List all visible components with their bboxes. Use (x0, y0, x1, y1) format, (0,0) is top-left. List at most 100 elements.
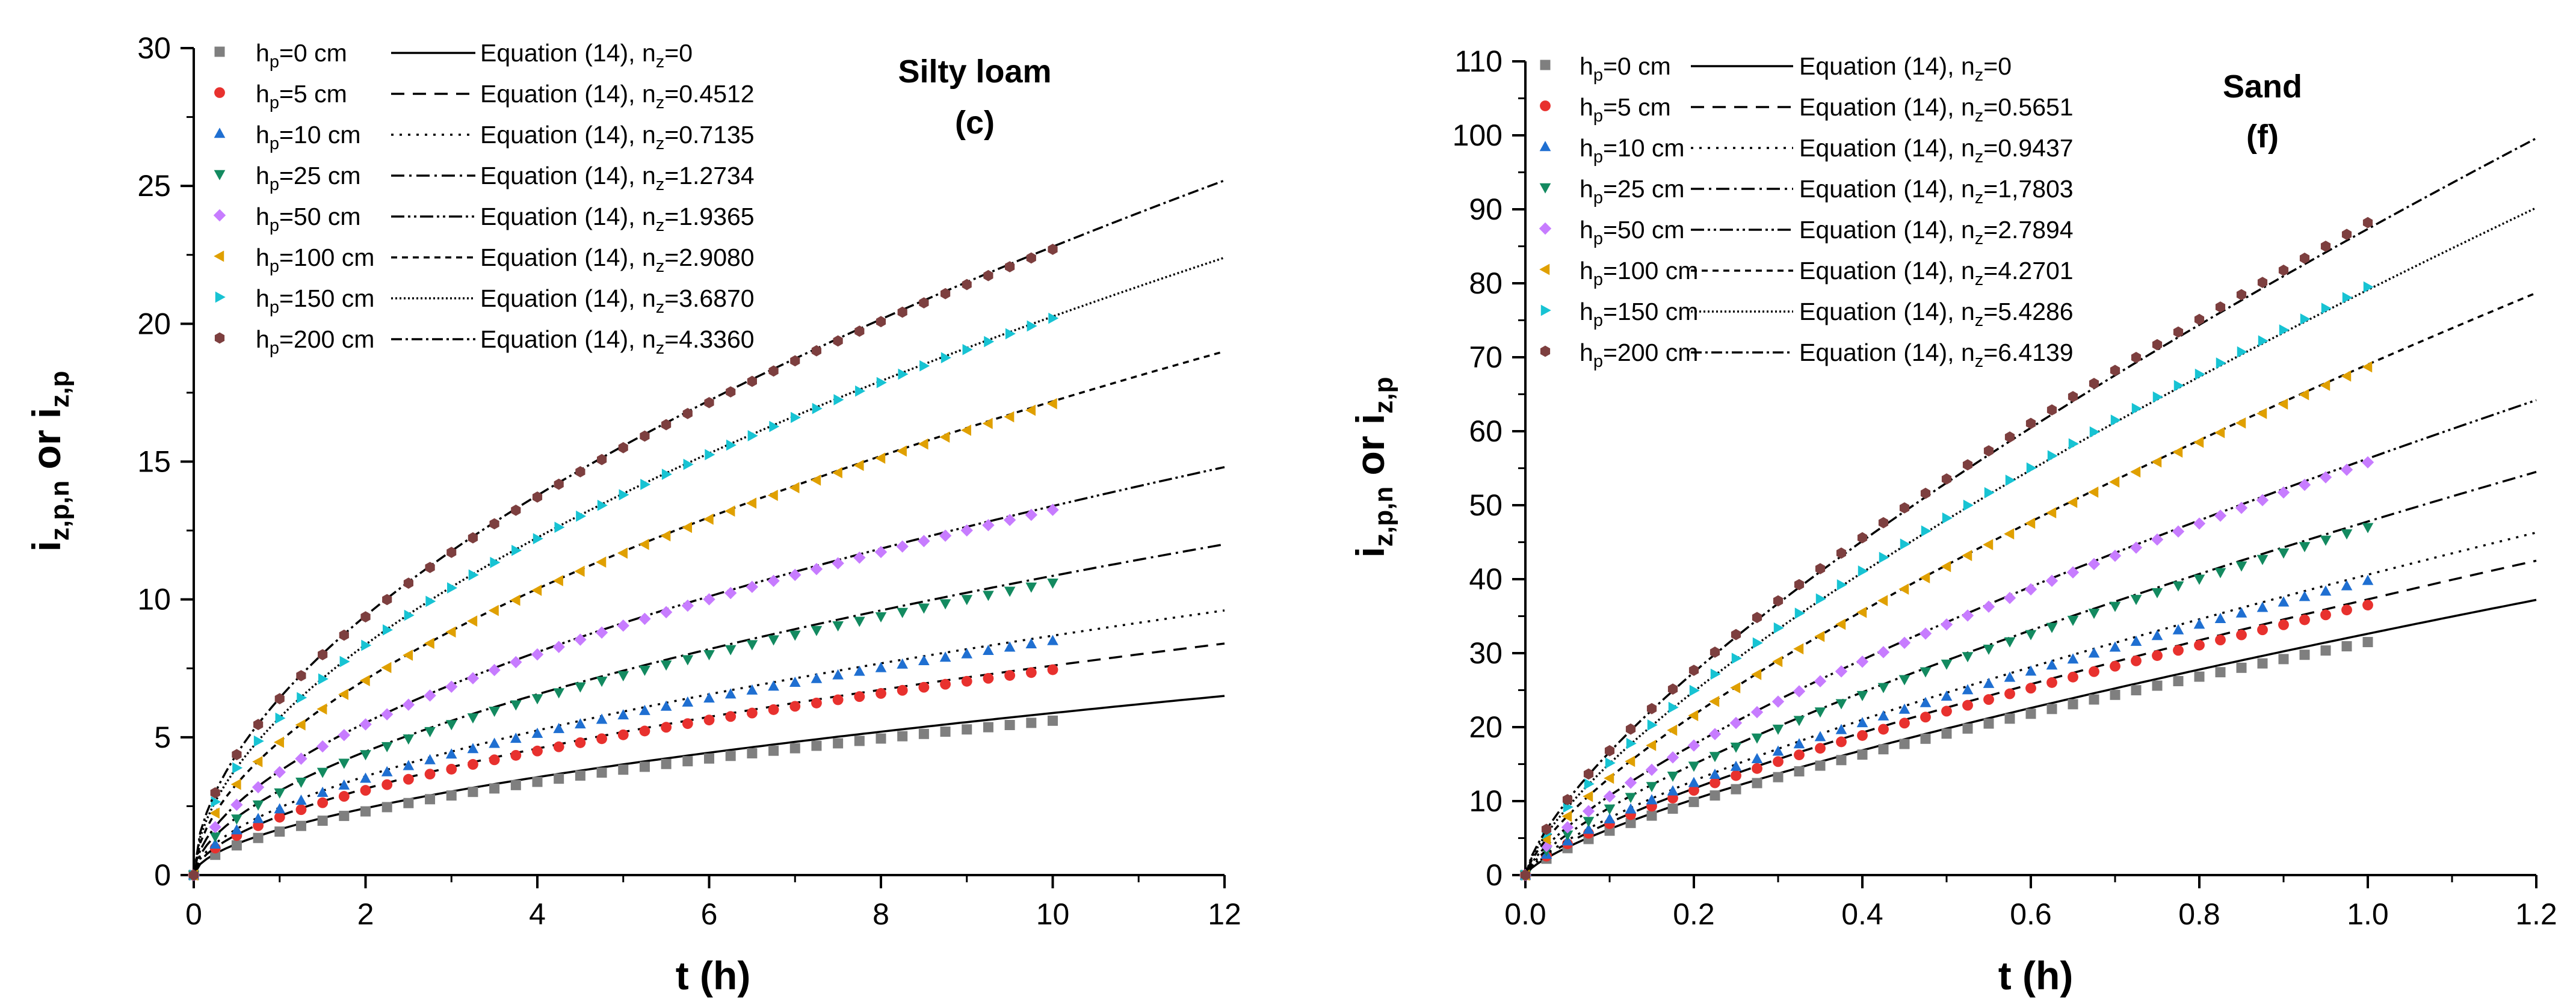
data-point-series-3 (2046, 622, 2058, 633)
data-point-series-5 (359, 675, 370, 686)
data-point-series-5 (2362, 361, 2373, 373)
data-point-series-6 (576, 510, 587, 522)
x-tick-label: 0 (185, 897, 202, 931)
data-point-series-1 (897, 684, 908, 696)
data-point-series-3 (2067, 615, 2079, 626)
data-point-series-4 (1814, 675, 1827, 687)
data-point-series-0 (618, 764, 629, 775)
data-point-series-1 (1731, 770, 1741, 781)
legend-label-5: hp=100 cm (1580, 257, 1698, 289)
data-point-series-3 (2172, 581, 2184, 592)
data-point-series-7 (1899, 502, 1910, 514)
data-point-series-5 (1941, 561, 1951, 573)
data-point-series-2 (703, 692, 715, 703)
data-point-series-7 (1520, 869, 1531, 881)
data-point-series-4 (273, 766, 286, 779)
data-point-series-1 (360, 785, 371, 796)
legend-equation-5: Equation (14), nz=2.9080 (480, 244, 755, 276)
data-point-series-2 (811, 672, 823, 683)
data-point-series-4 (1982, 600, 1995, 613)
data-point-series-5 (295, 719, 306, 731)
data-point-series-0 (2173, 676, 2184, 687)
data-point-series-4 (1540, 840, 1553, 852)
legend-marker-4 (1539, 222, 1552, 235)
data-point-series-0 (1878, 744, 1889, 755)
data-point-series-4 (2151, 533, 2164, 546)
data-point-series-4 (595, 626, 608, 639)
data-point-series-5 (273, 736, 284, 748)
data-point-series-1 (1710, 777, 1720, 788)
data-point-series-7 (941, 287, 951, 300)
y-tick-label: 20 (1469, 710, 1503, 744)
data-point-series-0 (833, 738, 844, 749)
data-point-series-1 (446, 763, 457, 775)
data-point-series-3 (682, 655, 694, 666)
data-point-series-1 (1025, 667, 1037, 678)
data-point-series-1 (510, 749, 522, 761)
data-point-series-6 (791, 411, 802, 423)
data-point-series-7 (382, 594, 392, 606)
data-point-series-3 (660, 660, 672, 671)
data-point-series-1 (1941, 705, 1952, 717)
legend-label-3: hp=25 cm (256, 162, 361, 194)
data-point-series-0 (339, 811, 350, 822)
data-point-series-1 (553, 741, 564, 752)
data-point-series-1 (2320, 609, 2331, 621)
data-point-series-2 (1898, 703, 1910, 714)
data-point-series-3 (2341, 529, 2353, 540)
data-point-series-3 (2278, 548, 2290, 559)
data-point-series-4 (531, 648, 544, 661)
legend-label-4: hp=50 cm (1580, 216, 1685, 248)
data-point-series-4 (445, 680, 458, 693)
data-point-series-2 (1025, 638, 1037, 649)
data-point-series-3 (789, 630, 801, 641)
legend-marker-7 (214, 332, 225, 344)
data-point-series-2 (983, 644, 994, 655)
data-point-series-3 (1561, 830, 1574, 841)
y-tick-label: 50 (1469, 488, 1503, 522)
data-point-series-7 (962, 278, 972, 290)
data-point-series-7 (425, 562, 435, 573)
data-point-series-2 (424, 754, 436, 764)
data-point-series-6 (941, 352, 951, 364)
data-point-series-2 (1751, 752, 1763, 763)
data-point-series-2 (1688, 776, 1700, 787)
x-tick-label: 6 (701, 897, 718, 931)
data-point-series-7 (2278, 265, 2289, 276)
data-point-series-6 (1048, 312, 1059, 324)
data-point-series-1 (1983, 694, 1994, 705)
data-point-series-7 (1646, 702, 1657, 715)
data-point-series-2 (2362, 574, 2374, 585)
data-point-series-7 (2004, 431, 2015, 443)
data-point-series-3 (2193, 574, 2205, 585)
data-point-series-4 (659, 606, 673, 619)
legend-equation-5: Equation (14), nz=4.2701 (1799, 257, 2074, 289)
data-point-series-3 (1047, 578, 1058, 589)
legend-equation-4: Equation (14), nz=1.9365 (480, 203, 755, 235)
data-point-series-3 (209, 832, 221, 843)
data-point-series-4 (1771, 695, 1785, 708)
data-point-series-4 (252, 781, 265, 794)
data-point-series-4 (2172, 525, 2185, 538)
data-point-series-6 (2110, 414, 2121, 426)
data-point-series-3 (1667, 771, 1679, 782)
data-point-series-0 (446, 790, 457, 801)
legend-label-5: hp=100 cm (256, 244, 374, 276)
y-tick-label: 30 (137, 31, 171, 65)
data-point-series-6 (812, 402, 823, 414)
data-point-series-4 (918, 535, 930, 547)
data-point-series-5 (1646, 740, 1657, 751)
data-point-series-6 (2237, 346, 2247, 358)
data-point-series-6 (2195, 368, 2205, 380)
data-point-series-7 (511, 505, 521, 516)
data-point-series-3 (703, 650, 715, 660)
data-point-series-0 (1004, 719, 1015, 730)
data-point-series-4 (552, 641, 565, 653)
data-point-series-6 (833, 394, 844, 406)
data-point-series-2 (1730, 760, 1742, 771)
data-point-series-7 (232, 749, 242, 761)
data-point-series-7 (1941, 473, 1952, 485)
data-point-series-0 (789, 743, 800, 754)
data-point-series-1 (1962, 699, 1973, 711)
data-point-series-3 (1898, 675, 1910, 686)
